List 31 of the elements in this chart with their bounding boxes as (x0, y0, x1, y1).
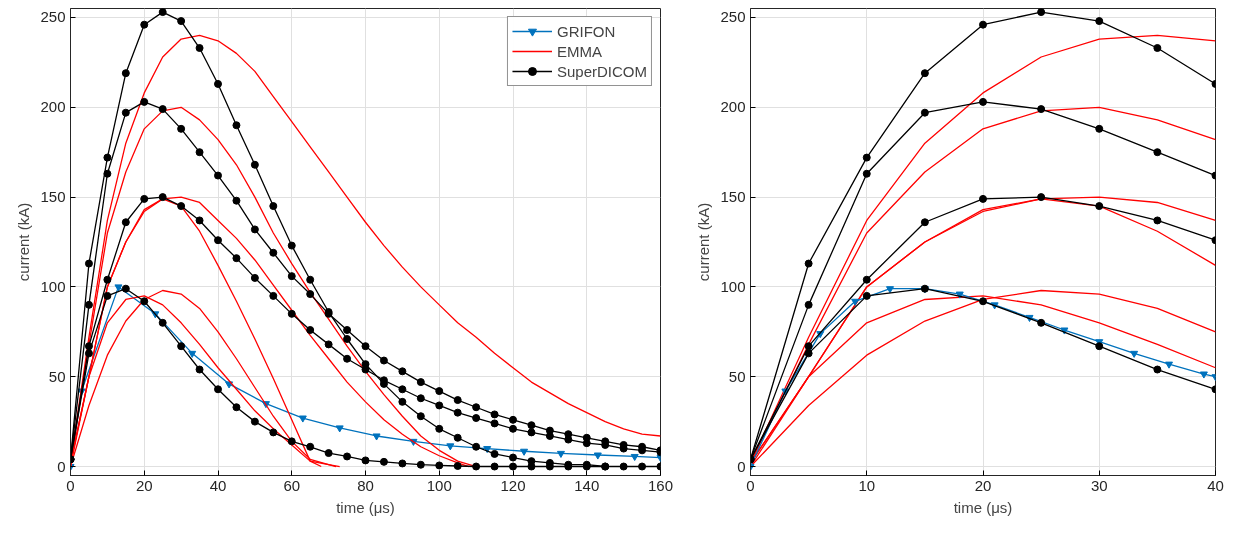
x-tick-label: 40 (1207, 476, 1224, 494)
legend-label: EMMA (556, 42, 602, 60)
legend-label: GRIFON (556, 22, 616, 40)
y-axis-title: current (kA) (15, 202, 33, 282)
y-tick-label: 200 (40, 98, 66, 116)
x-tick-label: 100 (426, 476, 452, 494)
y-tick-label: 50 (48, 367, 66, 385)
x-tick-label: 40 (209, 476, 227, 494)
x-axis-title: time (μs) (953, 498, 1013, 516)
x-tick-label: 20 (135, 476, 153, 494)
y-tick-label: 0 (737, 457, 746, 475)
y-tick-label: 150 (720, 188, 746, 206)
y-tick-label: 100 (40, 277, 66, 295)
y-tick-label: 50 (728, 367, 746, 385)
x-tick-label: 160 (647, 476, 674, 494)
y-tick-label: 250 (720, 8, 746, 26)
y-axis-title: current (kA) (695, 202, 713, 282)
y-tick-label: 250 (40, 8, 66, 26)
y-tick-label: 100 (720, 277, 746, 295)
x-tick-label: 10 (858, 476, 876, 494)
x-tick-label: 60 (283, 476, 301, 494)
x-tick-label: 30 (1090, 476, 1108, 494)
x-tick-label: 20 (974, 476, 992, 494)
x-axis-title: time (μs) (336, 498, 395, 516)
y-tick-label: 0 (57, 457, 66, 475)
y-tick-label: 150 (40, 188, 66, 206)
x-tick-label: 140 (574, 476, 600, 494)
legend-label: SuperDICOM (556, 62, 647, 80)
x-tick-label: 120 (500, 476, 526, 494)
y-tick-label: 200 (720, 98, 746, 116)
x-tick-label: 80 (357, 476, 374, 494)
